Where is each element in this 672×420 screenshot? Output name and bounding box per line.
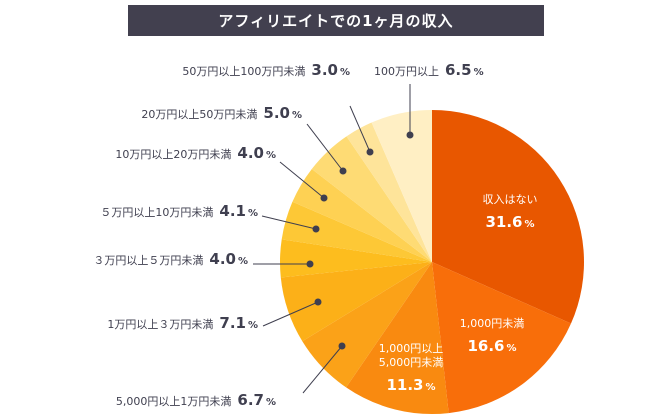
leader-dot-8 <box>320 194 328 202</box>
slice-label-8: 10万円以上20万円未満 4.0% <box>115 144 276 162</box>
pie-slice-11 <box>371 110 432 262</box>
slice-name-3-2: 5,000円未満 <box>379 356 444 369</box>
leader-dot-11 <box>406 131 414 139</box>
leader-line-4 <box>302 345 343 394</box>
leader-dot-4 <box>338 342 346 350</box>
slice-label-2: 1,000円未満 16.6% <box>460 317 525 355</box>
pie-slice-10 <box>346 122 432 262</box>
pie-slice-6 <box>279 239 432 278</box>
slice-label-11: 100万円以上 6.5% <box>374 61 484 79</box>
slice-label-4: 5,000円以上1万円未満 6.7% <box>116 391 276 409</box>
slice-name-3-1: 1,000円以上 <box>379 342 444 355</box>
leader-line-8 <box>279 161 325 199</box>
leader-dot-6 <box>306 260 314 268</box>
pie-slice-4 <box>302 262 432 388</box>
slice-label-10: 50万円以上100万円未満 3.0% <box>182 61 350 79</box>
slice-label-9: 20万円以上50万円未満 5.0% <box>141 104 302 122</box>
chart-title: アフィリエイトでの1ヶ月の収入 <box>128 5 544 36</box>
pie-slices <box>279 110 584 415</box>
pie-slice-3 <box>346 262 449 415</box>
leader-line-5 <box>262 301 319 327</box>
pie-slice-1 <box>432 110 584 324</box>
leader-lines <box>253 84 414 394</box>
leader-dot-9 <box>339 167 347 175</box>
pie-slice-5 <box>280 262 432 342</box>
leader-dot-10 <box>366 148 374 156</box>
pie-slice-8 <box>292 168 432 262</box>
slice-value-1: 31.6% <box>485 213 534 231</box>
leader-line-9 <box>306 123 344 172</box>
leader-line-10 <box>349 105 371 153</box>
leader-dot-5 <box>314 298 322 306</box>
slice-value-2: 16.6% <box>467 337 516 355</box>
slice-label-1: 収入はない 31.6% <box>483 193 538 231</box>
slice-value-3: 11.3% <box>386 376 435 394</box>
leader-line-7 <box>261 215 317 230</box>
slice-name-1: 収入はない <box>483 193 538 206</box>
slice-label-5: 1万円以上３万円未満 7.1% <box>107 314 258 332</box>
slice-name-2: 1,000円未満 <box>460 317 525 330</box>
pie-slice-2 <box>432 262 571 414</box>
pie-slice-7 <box>281 201 432 262</box>
slice-label-6: ３万円以上５万円未満 4.0% <box>93 250 248 268</box>
leader-dot-7 <box>312 225 320 233</box>
slice-label-7: ５万円以上10万円未満 4.1% <box>100 202 258 220</box>
